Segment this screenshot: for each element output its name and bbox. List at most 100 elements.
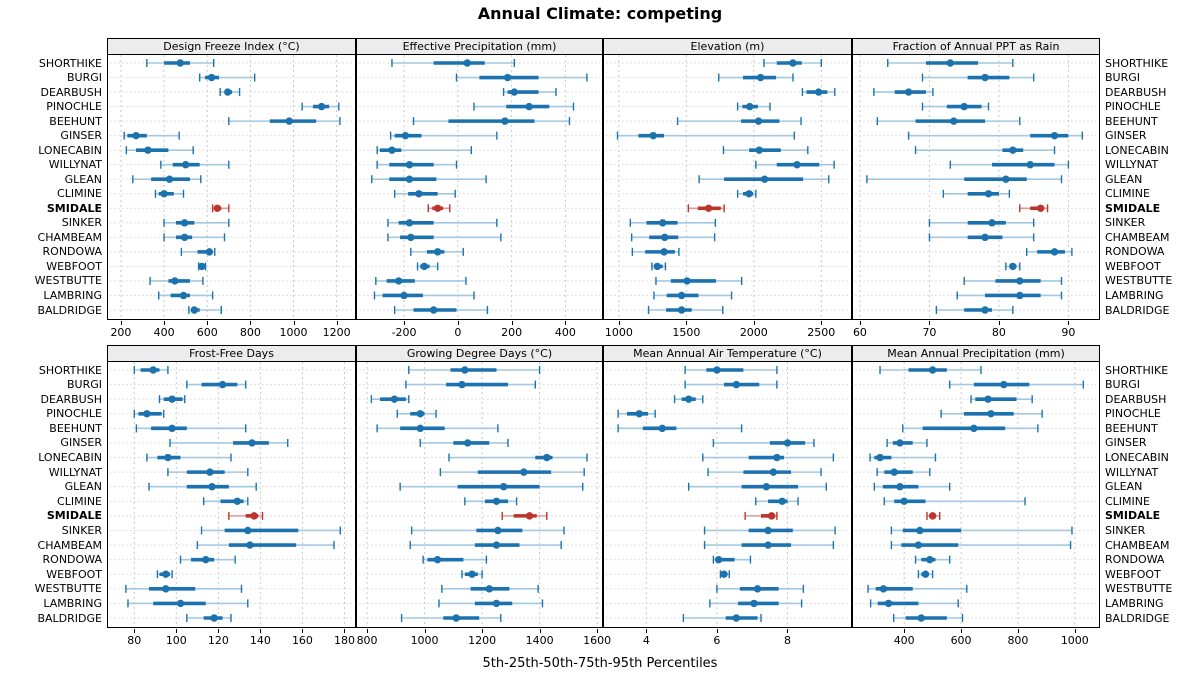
site-label-right: RONDOWA [1105,245,1165,259]
site-label-right: GLEAN [1105,480,1143,494]
x-tick-label: 1000 [410,634,439,647]
median-dot [207,73,216,82]
median-dot [658,424,666,433]
site-label-right: WESTBUTTE [1105,274,1173,288]
panel-canvas [359,362,600,627]
x-tick-label: 1500 [672,326,701,339]
median-dot [1050,248,1059,256]
interval-shorthike [684,366,778,374]
median-dot [179,291,188,300]
median-dot [168,424,176,433]
median-dot [461,366,469,374]
site-label-right: WILLYNAT [1105,158,1159,172]
interval-beehunt [376,424,499,433]
site-label-right: LONECABIN [1105,451,1169,465]
x-axis-label: 5th-25th-50th-75th-95th Percentiles [482,656,718,671]
median-dot [981,306,989,314]
interval-dearbush [219,88,241,97]
interval-smidale [1019,204,1049,213]
interval-westbutte [149,276,204,285]
interval-rondowa [410,247,464,256]
panel-strip: Design Freeze Index (°C) [107,38,356,55]
median-dot [714,555,723,564]
site-label-right: BURGI [1105,378,1141,392]
panel-strip-title: Design Freeze Index (°C) [163,40,300,53]
median-dot [520,468,528,476]
median-dot [762,483,771,491]
interval-sinker [200,526,341,535]
site-label-left: LAMBRING [43,288,102,302]
site-label-right: WILLYNAT [1105,465,1159,479]
median-dot [753,585,762,593]
interval-chambeam [196,541,335,550]
median-dot [132,131,140,140]
site-label-left: PINOCHLE [46,407,102,421]
x-tick-mark [367,629,369,633]
interval-rondowa [180,247,216,256]
median-dot [677,291,686,300]
interval-burgi [198,73,256,82]
x-tick-mark [164,321,166,325]
panel-strip: Elevation (m) [603,38,852,55]
median-dot [452,614,460,622]
median-dot [525,512,534,520]
interval-baldridge [935,306,1014,314]
median-dot [492,541,501,549]
median-dot [1016,291,1024,300]
site-label-right: DEARBUSH [1105,85,1167,99]
interval-climine [393,189,456,198]
x-axis: 400 600 800 1000 [852,629,1100,651]
site-label-right: CHAMBEAM [1105,538,1170,552]
x-tick-label: 1000 [1060,634,1089,647]
site-label-left: SHORTHIKE [38,56,102,70]
median-dot [660,248,668,256]
interval-rondowa [914,555,951,564]
median-dot [981,73,989,82]
x-tick-mark [565,321,567,325]
median-dot [928,366,937,374]
interval-sinker [629,218,717,227]
interval-smidale [211,204,230,213]
site-label-right: WEBFOOT [1105,567,1161,581]
interval-smidale [926,511,941,520]
site-label-left: WESTBUTTE [34,582,102,596]
site-label-left: CLIMINE [57,494,102,508]
x-tick-label: 400 [554,326,576,339]
interval-baldridge [186,614,232,622]
panel-strip-title: Mean Annual Precipitation (mm) [887,347,1065,360]
median-dot [415,190,423,198]
interval-smidale [687,204,725,213]
median-dot [525,102,533,111]
x-tick-mark [716,629,718,633]
panel [852,362,1100,628]
interval-willynat [949,160,1070,169]
interval-burgi [405,380,536,389]
interval-dearbush [970,395,1033,404]
median-dot [917,614,925,622]
site-label-left: SHORTHIKE [38,363,102,377]
x-tick-mark [120,321,122,325]
interval-lonecabin [448,453,588,462]
panel-canvas [606,55,849,319]
x-tick-label: 1200 [322,326,351,339]
interval-dearbush [370,395,410,404]
x-tick-label: 800 [356,634,378,647]
site-label-left: RONDOWA [42,553,102,567]
x-tick-label: 800 [239,326,261,339]
site-label-right: GLEAN [1105,172,1143,186]
site-label-left: SINKER [61,216,102,230]
interval-shorthike [133,366,169,374]
x-tick-label: 70 [922,326,937,339]
interval-sinker [163,218,230,227]
panel-strip: Frost-Free Days [107,345,356,362]
x-tick-mark [821,321,823,325]
interval-dearbush [158,395,186,404]
x-tick-label: 400 [153,326,175,339]
x-tick-mark [686,321,688,325]
interval-burgi [186,380,247,389]
median-dot [285,117,293,125]
interval-glean [698,175,830,184]
x-tick-mark [176,629,178,633]
panel-strip-title: Mean Annual Air Temperature (°C) [633,347,822,360]
interval-lambring [653,291,733,300]
